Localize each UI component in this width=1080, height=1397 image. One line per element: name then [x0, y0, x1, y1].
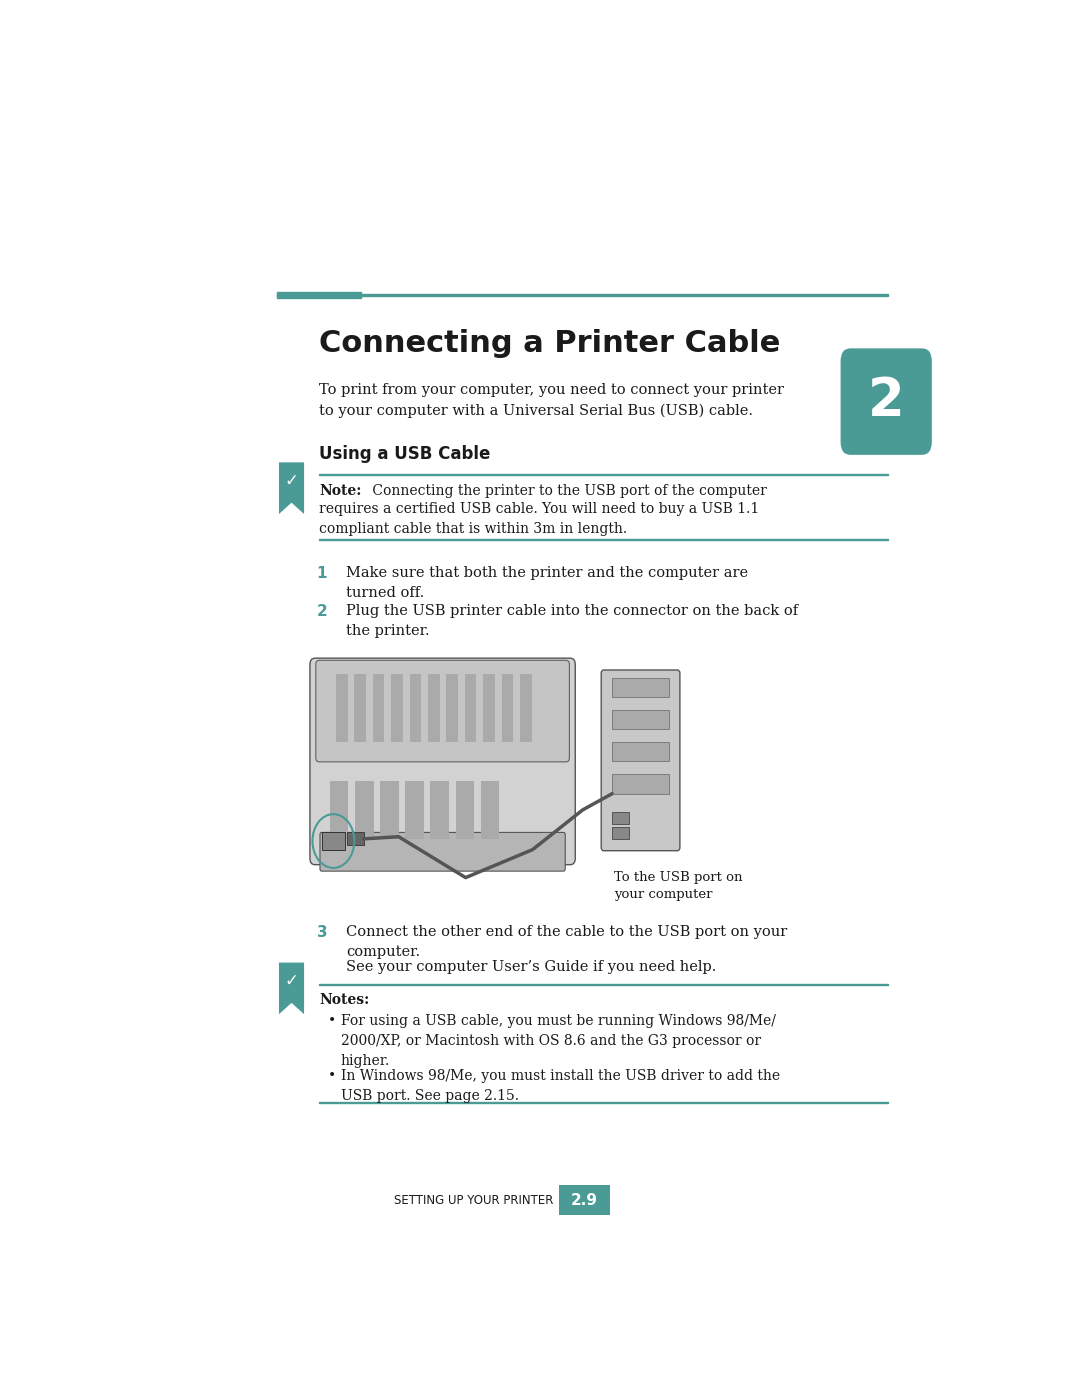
Bar	[612, 812, 629, 824]
Text: Note:: Note:	[320, 483, 362, 497]
Text: ✓: ✓	[285, 972, 298, 989]
Text: 2.9: 2.9	[571, 1193, 598, 1208]
Text: 1: 1	[316, 566, 327, 581]
Text: •: •	[327, 1069, 336, 1083]
Bar	[347, 833, 364, 845]
Polygon shape	[279, 963, 305, 1014]
Text: To the USB port on
your computer: To the USB port on your computer	[613, 872, 742, 901]
Bar	[409, 675, 421, 742]
Text: For using a USB cable, you must be running Windows 98/Me/
2000/XP, or Macintosh : For using a USB cable, you must be runni…	[341, 1014, 775, 1069]
Bar	[612, 678, 669, 697]
Text: Using a USB Cable: Using a USB Cable	[320, 446, 490, 464]
Bar	[380, 781, 399, 838]
Bar	[612, 742, 669, 761]
Bar	[483, 675, 495, 742]
Bar	[322, 833, 346, 849]
Bar	[373, 675, 384, 742]
Text: •: •	[327, 1014, 336, 1028]
Text: ✓: ✓	[285, 471, 298, 489]
Text: Notes:: Notes:	[320, 993, 369, 1007]
Text: Make sure that both the printer and the computer are
turned off.: Make sure that both the printer and the …	[346, 566, 748, 599]
Bar	[405, 781, 423, 838]
Bar	[481, 781, 499, 838]
Bar	[612, 774, 669, 793]
Text: Plug the USB printer cable into the connector on the back of
the printer.: Plug the USB printer cable into the conn…	[346, 605, 798, 638]
FancyBboxPatch shape	[315, 661, 569, 761]
Polygon shape	[279, 462, 305, 514]
Bar	[330, 781, 349, 838]
FancyBboxPatch shape	[840, 348, 932, 455]
Bar	[355, 781, 374, 838]
Text: In Windows 98/Me, you must install the USB driver to add the
USB port. See page : In Windows 98/Me, you must install the U…	[341, 1069, 780, 1104]
Text: SETTING UP YOUR PRINTER: SETTING UP YOUR PRINTER	[394, 1194, 554, 1207]
Text: requires a certified USB cable. You will need to buy a USB 1.1
compliant cable t: requires a certified USB cable. You will…	[320, 502, 759, 536]
Bar	[431, 781, 449, 838]
Text: Connect the other end of the cable to the USB port on your
computer.: Connect the other end of the cable to th…	[346, 925, 787, 958]
Text: 2: 2	[316, 605, 327, 619]
FancyBboxPatch shape	[558, 1185, 610, 1215]
Bar	[612, 710, 669, 729]
Bar	[278, 293, 888, 296]
Bar	[354, 675, 366, 742]
Bar	[501, 675, 513, 742]
Text: Connecting the printer to the USB port of the computer: Connecting the printer to the USB port o…	[367, 483, 767, 497]
Bar	[428, 675, 440, 742]
Text: Connecting a Printer Cable: Connecting a Printer Cable	[320, 330, 781, 358]
Text: 3: 3	[316, 925, 327, 940]
FancyBboxPatch shape	[320, 833, 565, 872]
Text: See your computer User’s Guide if you need help.: See your computer User’s Guide if you ne…	[346, 960, 716, 975]
FancyBboxPatch shape	[602, 671, 680, 851]
Text: To print from your computer, you need to connect your printer
to your computer w: To print from your computer, you need to…	[320, 383, 784, 418]
Bar	[521, 675, 531, 742]
Text: 2: 2	[867, 374, 904, 427]
Bar	[612, 827, 629, 838]
FancyBboxPatch shape	[310, 658, 576, 865]
Bar	[278, 292, 361, 298]
Bar	[456, 781, 474, 838]
Bar	[391, 675, 403, 742]
Bar	[336, 675, 348, 742]
Bar	[464, 675, 476, 742]
Bar	[446, 675, 458, 742]
